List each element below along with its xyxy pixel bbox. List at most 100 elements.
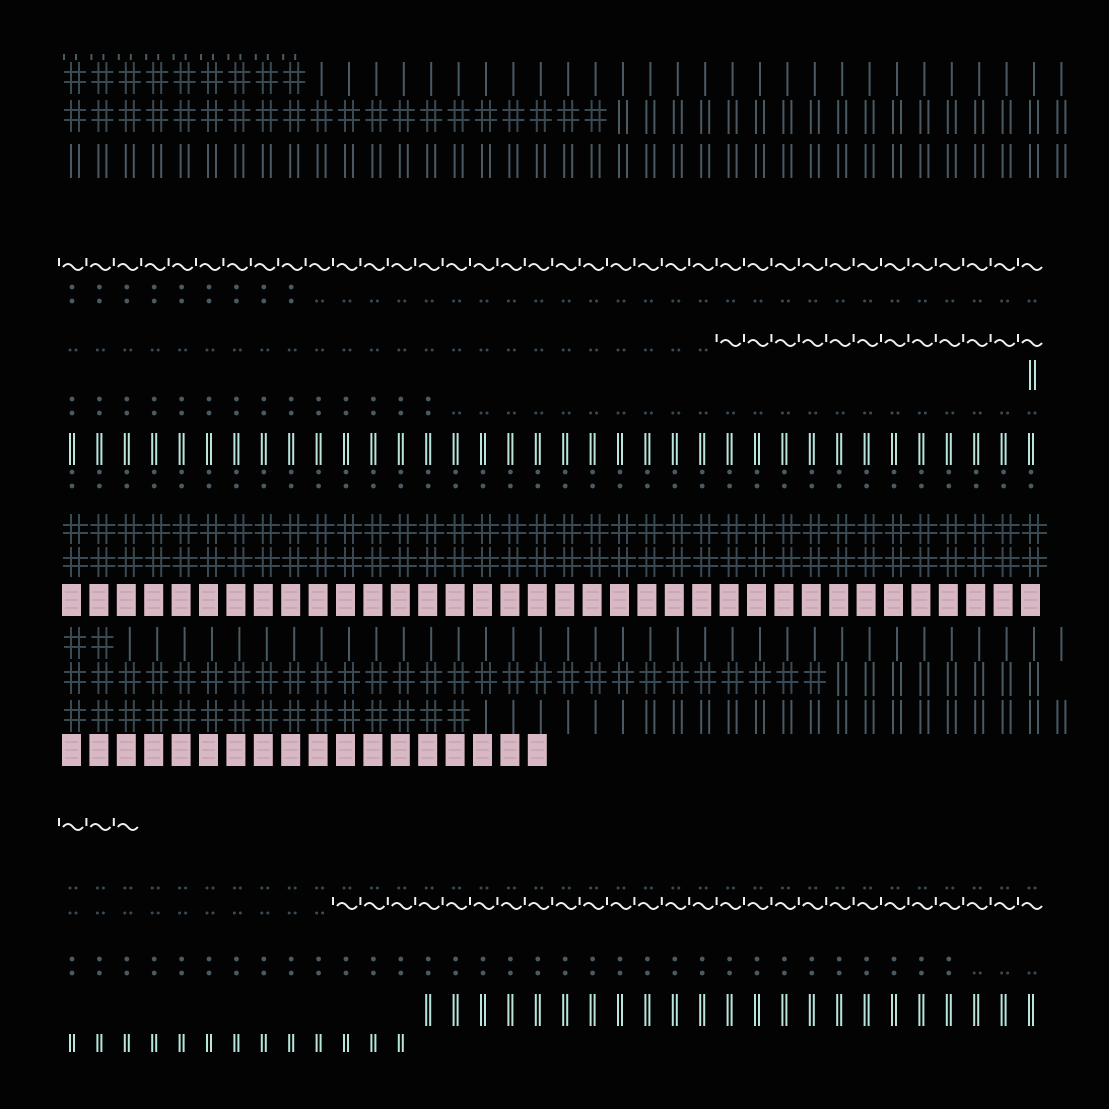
cross-glyph	[749, 662, 771, 694]
dot-pair-glyph	[124, 469, 130, 489]
pink-block-glyph	[582, 584, 602, 616]
dot-pair-glyph	[809, 956, 815, 976]
dot-trail-glyph	[863, 886, 873, 890]
mint-bar-glyph	[260, 433, 267, 465]
dot-trail-glyph	[671, 348, 681, 352]
pink-block-glyph	[363, 584, 383, 616]
dot-trail-glyph	[698, 299, 708, 303]
double-bar-glyph	[727, 144, 738, 178]
wave-glyph	[989, 258, 1016, 271]
tick-cross-glyph	[90, 54, 114, 94]
dot-pair-glyph	[864, 469, 869, 489]
double-bar-glyph	[645, 100, 656, 134]
wave-glyph	[852, 897, 879, 910]
double-bar-glyph	[481, 144, 491, 178]
double-bar-glyph	[919, 700, 930, 734]
cross-glyph	[173, 662, 196, 694]
dot-trail-glyph	[315, 886, 325, 890]
dot-trail-glyph	[1000, 411, 1010, 415]
wave-glyph	[743, 258, 769, 271]
dot-pair-glyph	[973, 469, 979, 489]
cross-glyph	[776, 662, 799, 694]
wave-glyph	[606, 897, 632, 910]
dot-trail-glyph	[1000, 299, 1010, 303]
cross-dark-glyph	[994, 514, 1020, 544]
glyph-row	[69, 469, 1034, 489]
cross-dark-glyph	[556, 514, 582, 544]
mint-bar-glyph	[480, 994, 486, 1026]
cross-glyph	[228, 100, 251, 132]
glyph-row	[69, 956, 1037, 976]
wave-glyph	[880, 258, 906, 271]
dot-pair-glyph	[234, 396, 239, 416]
dot-trail-glyph	[479, 299, 489, 303]
pink-block-glyph	[281, 734, 301, 766]
cross-dark-glyph	[1022, 547, 1047, 577]
cross-dark-glyph	[885, 547, 910, 577]
wave-glyph	[386, 897, 413, 910]
mint-bar-glyph	[343, 433, 349, 465]
dot-trail-glyph	[726, 299, 736, 303]
dot-pair-glyph	[261, 284, 267, 304]
wave-glyph	[633, 897, 660, 910]
dot-pair-glyph	[179, 469, 185, 489]
mint-bar-glyph	[507, 994, 514, 1026]
cross-glyph	[557, 662, 580, 694]
cross-glyph	[365, 662, 388, 694]
wave-glyph	[414, 258, 440, 271]
double-bar-glyph	[700, 144, 711, 178]
mint-bar-glyph	[644, 433, 651, 465]
double-bar-glyph	[946, 662, 957, 696]
dot-trail-glyph	[315, 348, 325, 352]
cross-dark-glyph	[528, 547, 554, 577]
glyph-row	[68, 897, 1043, 915]
cross-glyph	[721, 662, 744, 694]
dot-pair-glyph	[69, 284, 75, 304]
dot-pair-glyph	[782, 469, 787, 489]
double-bar-glyph	[782, 100, 793, 134]
cross-dark-glyph	[583, 514, 609, 544]
cross-glyph	[91, 662, 114, 694]
dot-trail-glyph	[863, 411, 873, 415]
cross-dark-glyph	[556, 547, 582, 577]
cross-dark-glyph	[885, 514, 910, 544]
cross-dark-glyph	[309, 547, 335, 577]
dot-trail-glyph	[726, 411, 736, 415]
cross-dark-glyph	[748, 514, 773, 544]
dot-pair-glyph	[1028, 469, 1034, 489]
cross-dark-glyph	[446, 547, 472, 577]
cross-glyph	[310, 700, 333, 732]
wave-glyph	[907, 897, 934, 910]
wave-glyph	[962, 897, 988, 910]
dot-trail-glyph	[534, 299, 544, 303]
cross-glyph	[310, 662, 333, 694]
dot-pair-glyph	[151, 284, 157, 304]
dot-trail-glyph	[616, 299, 626, 303]
cross-dark-glyph	[227, 514, 253, 544]
wave-glyph	[1017, 258, 1043, 271]
cross-glyph	[146, 100, 169, 132]
mint-short-bar-glyph	[370, 1034, 377, 1052]
pink-block-glyph	[1021, 584, 1040, 616]
wave-glyph	[797, 258, 824, 271]
dot-pair-glyph	[508, 956, 513, 976]
mint-bar-glyph	[617, 433, 623, 465]
mint-bar-glyph	[836, 433, 843, 465]
dot-pair-glyph	[343, 396, 349, 416]
cross-glyph	[64, 700, 86, 732]
double-bar-glyph	[782, 144, 793, 178]
dot-trail-glyph	[890, 411, 900, 415]
dot-trail-glyph	[342, 348, 352, 352]
cross-dark-glyph	[63, 514, 88, 544]
double-bar-glyph	[344, 144, 354, 178]
dot-trail-glyph	[123, 911, 133, 915]
double-bar-glyph	[1056, 700, 1067, 734]
dot-pair-glyph	[645, 469, 650, 489]
pink-block-glyph	[171, 734, 191, 766]
double-bar-glyph	[919, 662, 930, 696]
wave-glyph	[112, 818, 139, 831]
pink-block-glyph	[500, 734, 520, 766]
wave-glyph	[523, 258, 550, 271]
dot-trail-glyph	[698, 411, 708, 415]
double-bar-glyph	[672, 144, 683, 178]
